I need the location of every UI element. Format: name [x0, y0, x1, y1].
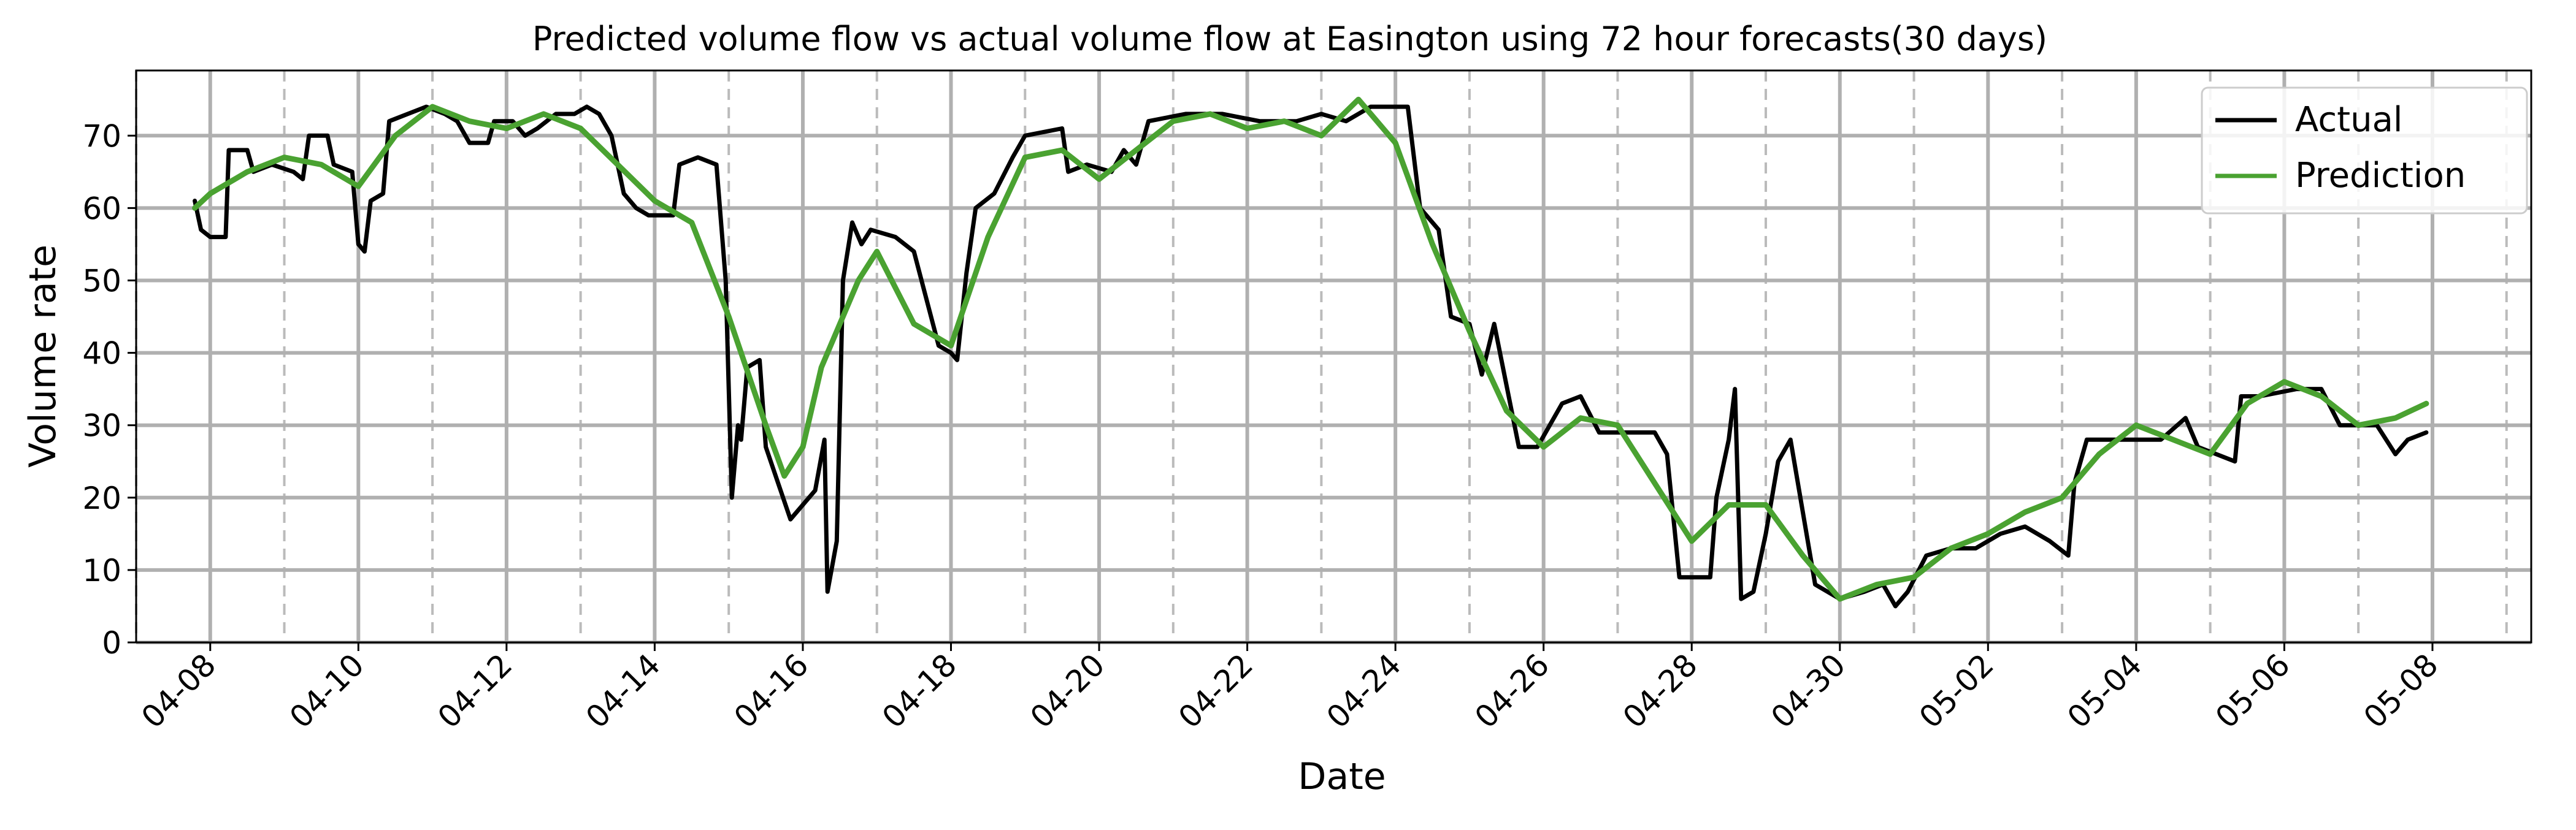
y-tick-label: 50: [82, 263, 121, 299]
legend-label-actual: Actual: [2295, 100, 2402, 140]
x-tick-label: 04-24: [1320, 647, 1408, 735]
x-tick-label: 04-14: [579, 647, 667, 735]
x-tick-label: 05-04: [2061, 647, 2149, 735]
x-tick-label: 04-16: [727, 647, 816, 735]
legend-label-prediction: Prediction: [2295, 156, 2466, 196]
x-tick-label: 04-30: [1765, 647, 1853, 735]
x-tick-label: 05-02: [1912, 647, 2001, 735]
series-lines: [192, 96, 2429, 609]
y-tick-label: 40: [82, 336, 121, 371]
x-tick-label: 04-22: [1171, 647, 1260, 735]
plot-frame: [135, 69, 2532, 644]
y-tick-label: 70: [82, 118, 121, 154]
x-tick-label: 05-06: [2209, 647, 2297, 735]
y-tick-label: 20: [82, 481, 121, 516]
chart-title: Predicted volume flow vs actual volume f…: [532, 20, 2047, 58]
major-gridlines: [136, 70, 2531, 644]
y-axis-label: Volume rate: [21, 245, 64, 468]
legend-box: [2201, 86, 2528, 215]
legend: Actual Prediction: [2201, 86, 2528, 215]
x-tick-label: 04-18: [875, 647, 964, 735]
x-tick-label: 04-10: [283, 647, 371, 735]
series-line-prediction: [192, 96, 2429, 602]
y-tick-label: 60: [82, 191, 121, 226]
x-tick-label: 04-26: [1468, 647, 1556, 735]
x-axis-label: Date: [1298, 755, 1386, 798]
x-tick-label: 05-08: [2357, 647, 2445, 735]
y-tick-label: 10: [82, 553, 121, 588]
minor-gridlines: [135, 70, 2508, 642]
y-tick-label: 0: [102, 625, 121, 661]
x-tick-label: 04-20: [1024, 647, 1112, 735]
x-tick-label: 04-08: [135, 647, 223, 735]
series-line-actual: [193, 104, 2429, 609]
x-tick-label: 04-28: [1616, 647, 1704, 735]
y-tick-label: 30: [82, 408, 121, 444]
x-tick-label: 04-12: [431, 647, 519, 735]
